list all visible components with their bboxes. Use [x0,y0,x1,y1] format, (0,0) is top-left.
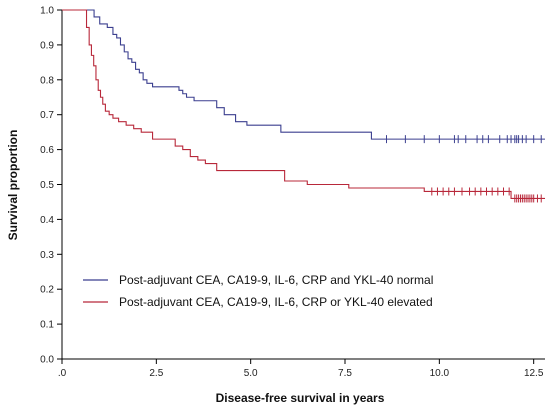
series-0 [62,9,545,144]
y-tick-label: 0.1 [40,320,54,331]
y-axis-title: Survival proportion [6,130,20,241]
x-tick-label: 2.5 [149,368,163,379]
y-tick-label: 0.9 [40,40,54,51]
y-axis: 0.0 0.1 0.2 0.3 0.4 0.5 0.6 0.7 0.8 0.9 1.0 [40,6,63,366]
series-layer [62,9,545,203]
y-tick-label: 0.4 [40,215,54,226]
x-tick-label: 10.0 [430,368,450,379]
legend: Post-adjuvant CEA, CA19-9, IL-6, CRP and… [83,273,433,309]
legend-label-elevated: Post-adjuvant CEA, CA19-9, IL-6, CRP or … [119,295,433,309]
x-tick-label: 5.0 [244,368,258,379]
survival-curve [62,9,545,200]
y-tick-label: 0.6 [40,145,54,156]
survival-curve [62,9,545,140]
y-tick-label: 1.0 [40,6,54,17]
x-tick-label: .0 [58,368,67,379]
y-tick-label: 0.5 [40,180,54,191]
x-tick-label: 12.5 [524,368,544,379]
y-tick-label: 0.3 [40,250,54,261]
series-1 [62,9,545,203]
y-tick-label: 0.8 [40,75,54,86]
y-tick-label: 0.7 [40,110,54,121]
x-axis-title: Disease-free survival in years [216,391,385,405]
x-axis: .0 2.5 5.0 7.5 10.0 12.5 [58,358,545,379]
y-tick-label: 0.0 [40,355,54,366]
x-tick-label: 7.5 [338,368,352,379]
legend-label-normal: Post-adjuvant CEA, CA19-9, IL-6, CRP and… [119,273,433,287]
y-tick-label: 0.2 [40,285,54,296]
